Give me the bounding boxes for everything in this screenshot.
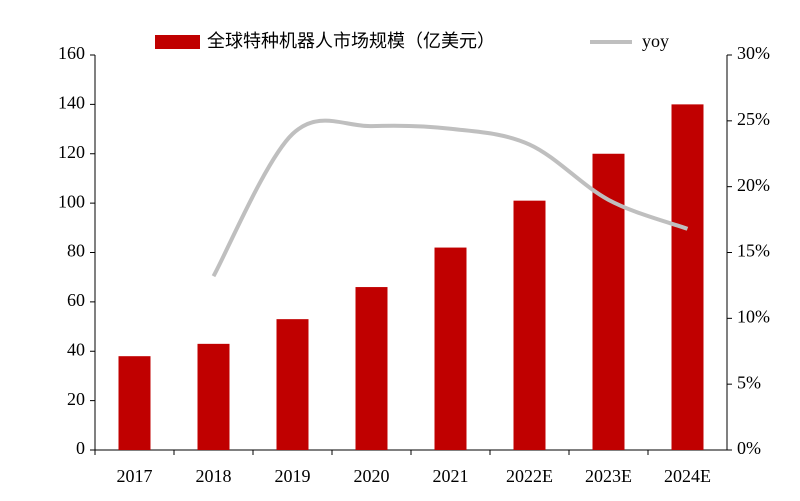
y2-tick-label: 30% bbox=[737, 43, 770, 63]
y-tick-label: 60 bbox=[67, 290, 85, 310]
y-tick-label: 100 bbox=[58, 191, 85, 211]
y2-tick-label: 10% bbox=[737, 306, 770, 326]
y2-tick-label: 5% bbox=[737, 372, 761, 392]
bar bbox=[671, 104, 704, 450]
y-tick-label: 0 bbox=[76, 438, 85, 458]
legend-label: 全球特种机器人市场规模（亿美元） bbox=[207, 31, 495, 51]
line bbox=[211, 118, 689, 278]
y2-tick-label: 15% bbox=[737, 241, 770, 261]
y2-tick-label: 0% bbox=[737, 438, 761, 458]
y-tick-label: 160 bbox=[58, 43, 85, 63]
x-tick-label: 2017 bbox=[117, 466, 153, 486]
bar bbox=[434, 247, 467, 450]
y-tick-label: 80 bbox=[67, 241, 85, 261]
bar bbox=[118, 356, 151, 450]
legend-swatch bbox=[155, 35, 200, 49]
legend-label: yoy bbox=[642, 31, 669, 51]
x-tick-label: 2021 bbox=[433, 466, 469, 486]
y2-tick-label: 20% bbox=[737, 175, 770, 195]
y-tick-label: 120 bbox=[58, 142, 85, 162]
x-tick-label: 2022E bbox=[506, 466, 553, 486]
bar bbox=[276, 319, 309, 450]
y-tick-label: 40 bbox=[67, 339, 85, 359]
bar bbox=[197, 343, 230, 450]
y-tick-label: 140 bbox=[58, 93, 85, 113]
y2-tick-label: 25% bbox=[737, 109, 770, 129]
x-tick-label: 2019 bbox=[275, 466, 311, 486]
x-tick-label: 2023E bbox=[585, 466, 632, 486]
x-tick-label: 2018 bbox=[196, 466, 232, 486]
bar bbox=[355, 287, 388, 450]
x-tick-label: 2024E bbox=[664, 466, 711, 486]
y-tick-label: 20 bbox=[67, 389, 85, 409]
x-tick-label: 2020 bbox=[354, 466, 390, 486]
bar bbox=[513, 200, 546, 450]
